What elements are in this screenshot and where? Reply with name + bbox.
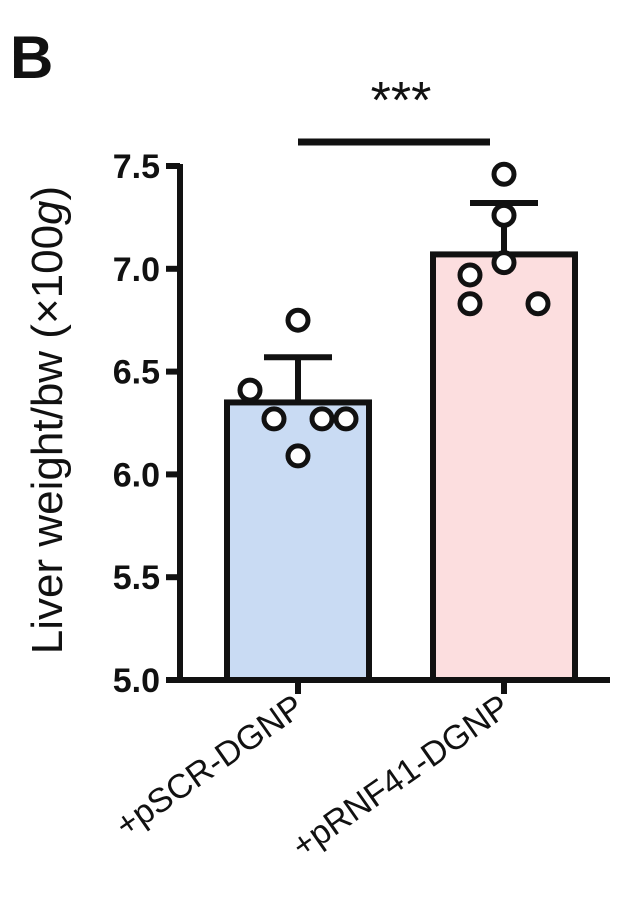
y-axis-label-unit: g [23,200,72,225]
data-points [237,161,551,469]
y-tick-label-0: 5.0 [113,662,160,700]
y-axis-label: Liver weight/bw (×100g) [23,186,72,654]
point-0-5 [285,443,311,469]
point-1-4 [457,291,483,317]
y-tick-label-4: 7.0 [113,251,160,289]
point-1-1 [491,202,517,228]
category-label-1: +pRNF41-DGNP [285,687,517,865]
significance-annotation: *** [298,72,490,146]
point-0-4 [333,406,359,432]
point-1-0 [491,161,517,187]
bars [224,251,578,684]
point-0-3 [309,406,335,432]
y-tick-label-3: 6.5 [113,354,160,392]
y-axis-label-main: Liver weight/bw (×100 [23,225,72,654]
point-1-2 [491,250,517,276]
point-0-0 [285,307,311,333]
category-labels: +pSCR-DGNP+pRNF41-DGNP [108,687,516,865]
point-0-1 [237,377,263,403]
y-axis: 5.0 5.5 6.0 6.5 7.0 7.5 [113,148,183,700]
point-1-5 [525,291,551,317]
bar-1 [430,251,578,684]
category-label-0: +pSCR-DGNP [108,687,310,844]
point-0-2 [261,406,287,432]
significance-stars: *** [371,72,432,130]
panel-label: B [10,24,53,91]
y-tick-label-1: 5.5 [113,559,160,597]
point-1-3 [457,262,483,288]
y-axis-label-close: ) [23,186,72,201]
y-tick-label-5: 7.5 [113,148,160,186]
y-tick-label-2: 6.0 [113,456,160,494]
